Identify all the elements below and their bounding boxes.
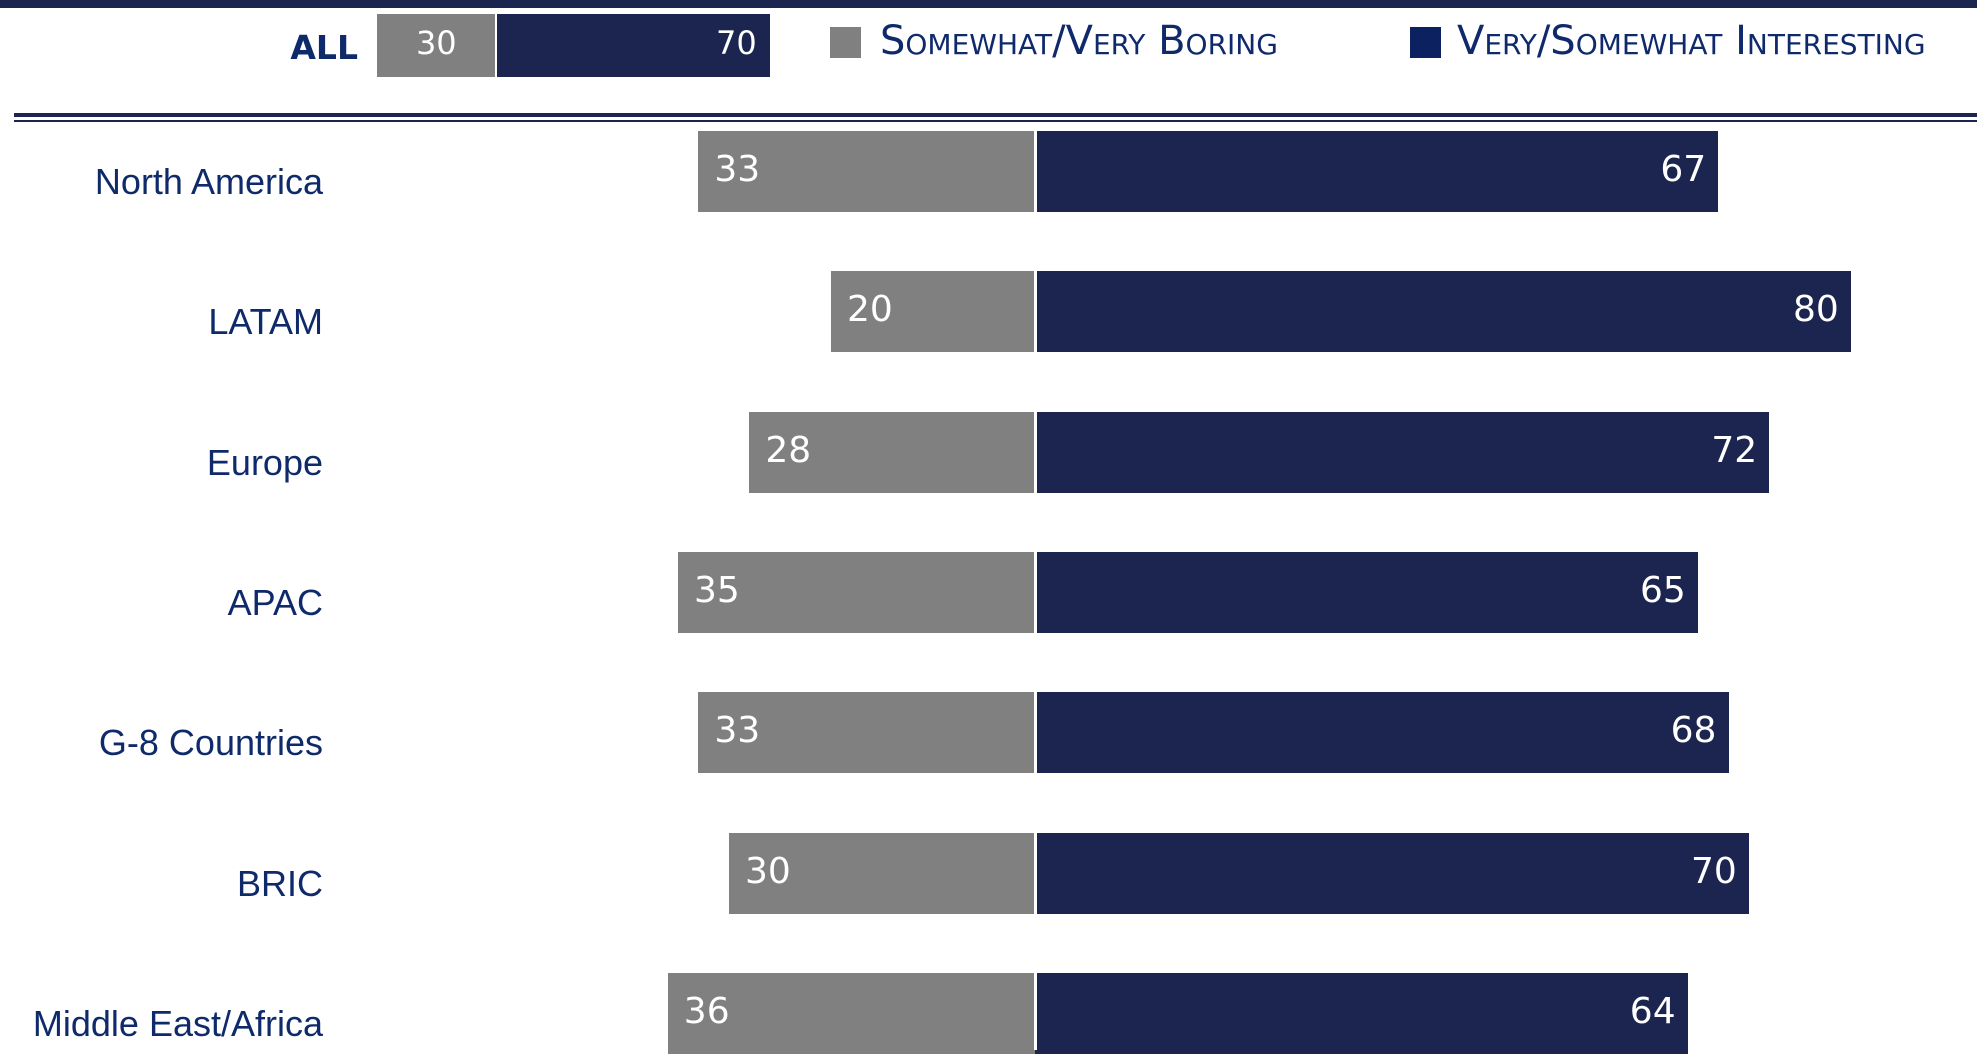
- boring-value: 20: [847, 289, 893, 331]
- header-rule: [14, 113, 1977, 117]
- category-label: Middle East/Africa: [32, 1002, 323, 1044]
- summary-interesting-bar: [496, 14, 770, 77]
- interesting-value: 67: [1660, 149, 1707, 190]
- interesting-bar: [1035, 271, 1851, 353]
- summary-interesting-value: 70: [716, 24, 757, 62]
- category-label: APAC: [227, 581, 323, 623]
- boring-value: 30: [745, 850, 791, 892]
- category-label: Europe: [206, 441, 323, 483]
- interesting-value: 80: [1793, 289, 1839, 331]
- boring-bar: [749, 411, 1035, 493]
- interesting-bar: [1035, 411, 1770, 493]
- boring-bar: [698, 692, 1035, 774]
- summary-boring-value: 30: [415, 24, 457, 62]
- boring-value: 35: [694, 569, 740, 611]
- interesting-bar: [1035, 832, 1749, 914]
- center-divider: [1034, 124, 1037, 1050]
- interesting-value: 65: [1640, 569, 1686, 611]
- legend-interesting-swatch: [1410, 27, 1441, 58]
- boring-bar: [729, 832, 1035, 914]
- boring-value: 28: [765, 429, 812, 471]
- interesting-value: 68: [1670, 710, 1717, 752]
- interesting-bar: [1035, 692, 1729, 774]
- boring-value: 33: [714, 149, 761, 190]
- interesting-value: 64: [1629, 990, 1676, 1032]
- category-label: North America: [94, 161, 323, 202]
- boring-bar: [678, 551, 1035, 633]
- boring-value: 33: [714, 710, 761, 752]
- boring-bar: [831, 271, 1035, 353]
- interesting-value: 70: [1691, 850, 1737, 892]
- interesting-bar: [1035, 551, 1698, 633]
- interesting-value: 72: [1711, 429, 1758, 471]
- summary-boring-bar: [377, 14, 495, 77]
- legend-boring-swatch: [830, 27, 861, 58]
- interesting-bar: [1035, 972, 1688, 1054]
- header-rule-thin: [14, 120, 1977, 122]
- boring-bar: [698, 131, 1035, 212]
- category-label: G-8 Countries: [98, 722, 323, 764]
- boring-value: 36: [683, 990, 730, 1032]
- boring-bar: [667, 972, 1035, 1054]
- summary-label: ALL: [290, 28, 358, 67]
- category-label: BRIC: [236, 862, 323, 904]
- top-rule: [0, 0, 1977, 8]
- interesting-bar: [1035, 131, 1719, 212]
- legend-interesting-label: Very/Somewhat Interesting: [1457, 18, 1926, 64]
- legend-boring-label: Somewhat/Very Boring: [880, 18, 1278, 64]
- category-label: LATAM: [208, 301, 323, 343]
